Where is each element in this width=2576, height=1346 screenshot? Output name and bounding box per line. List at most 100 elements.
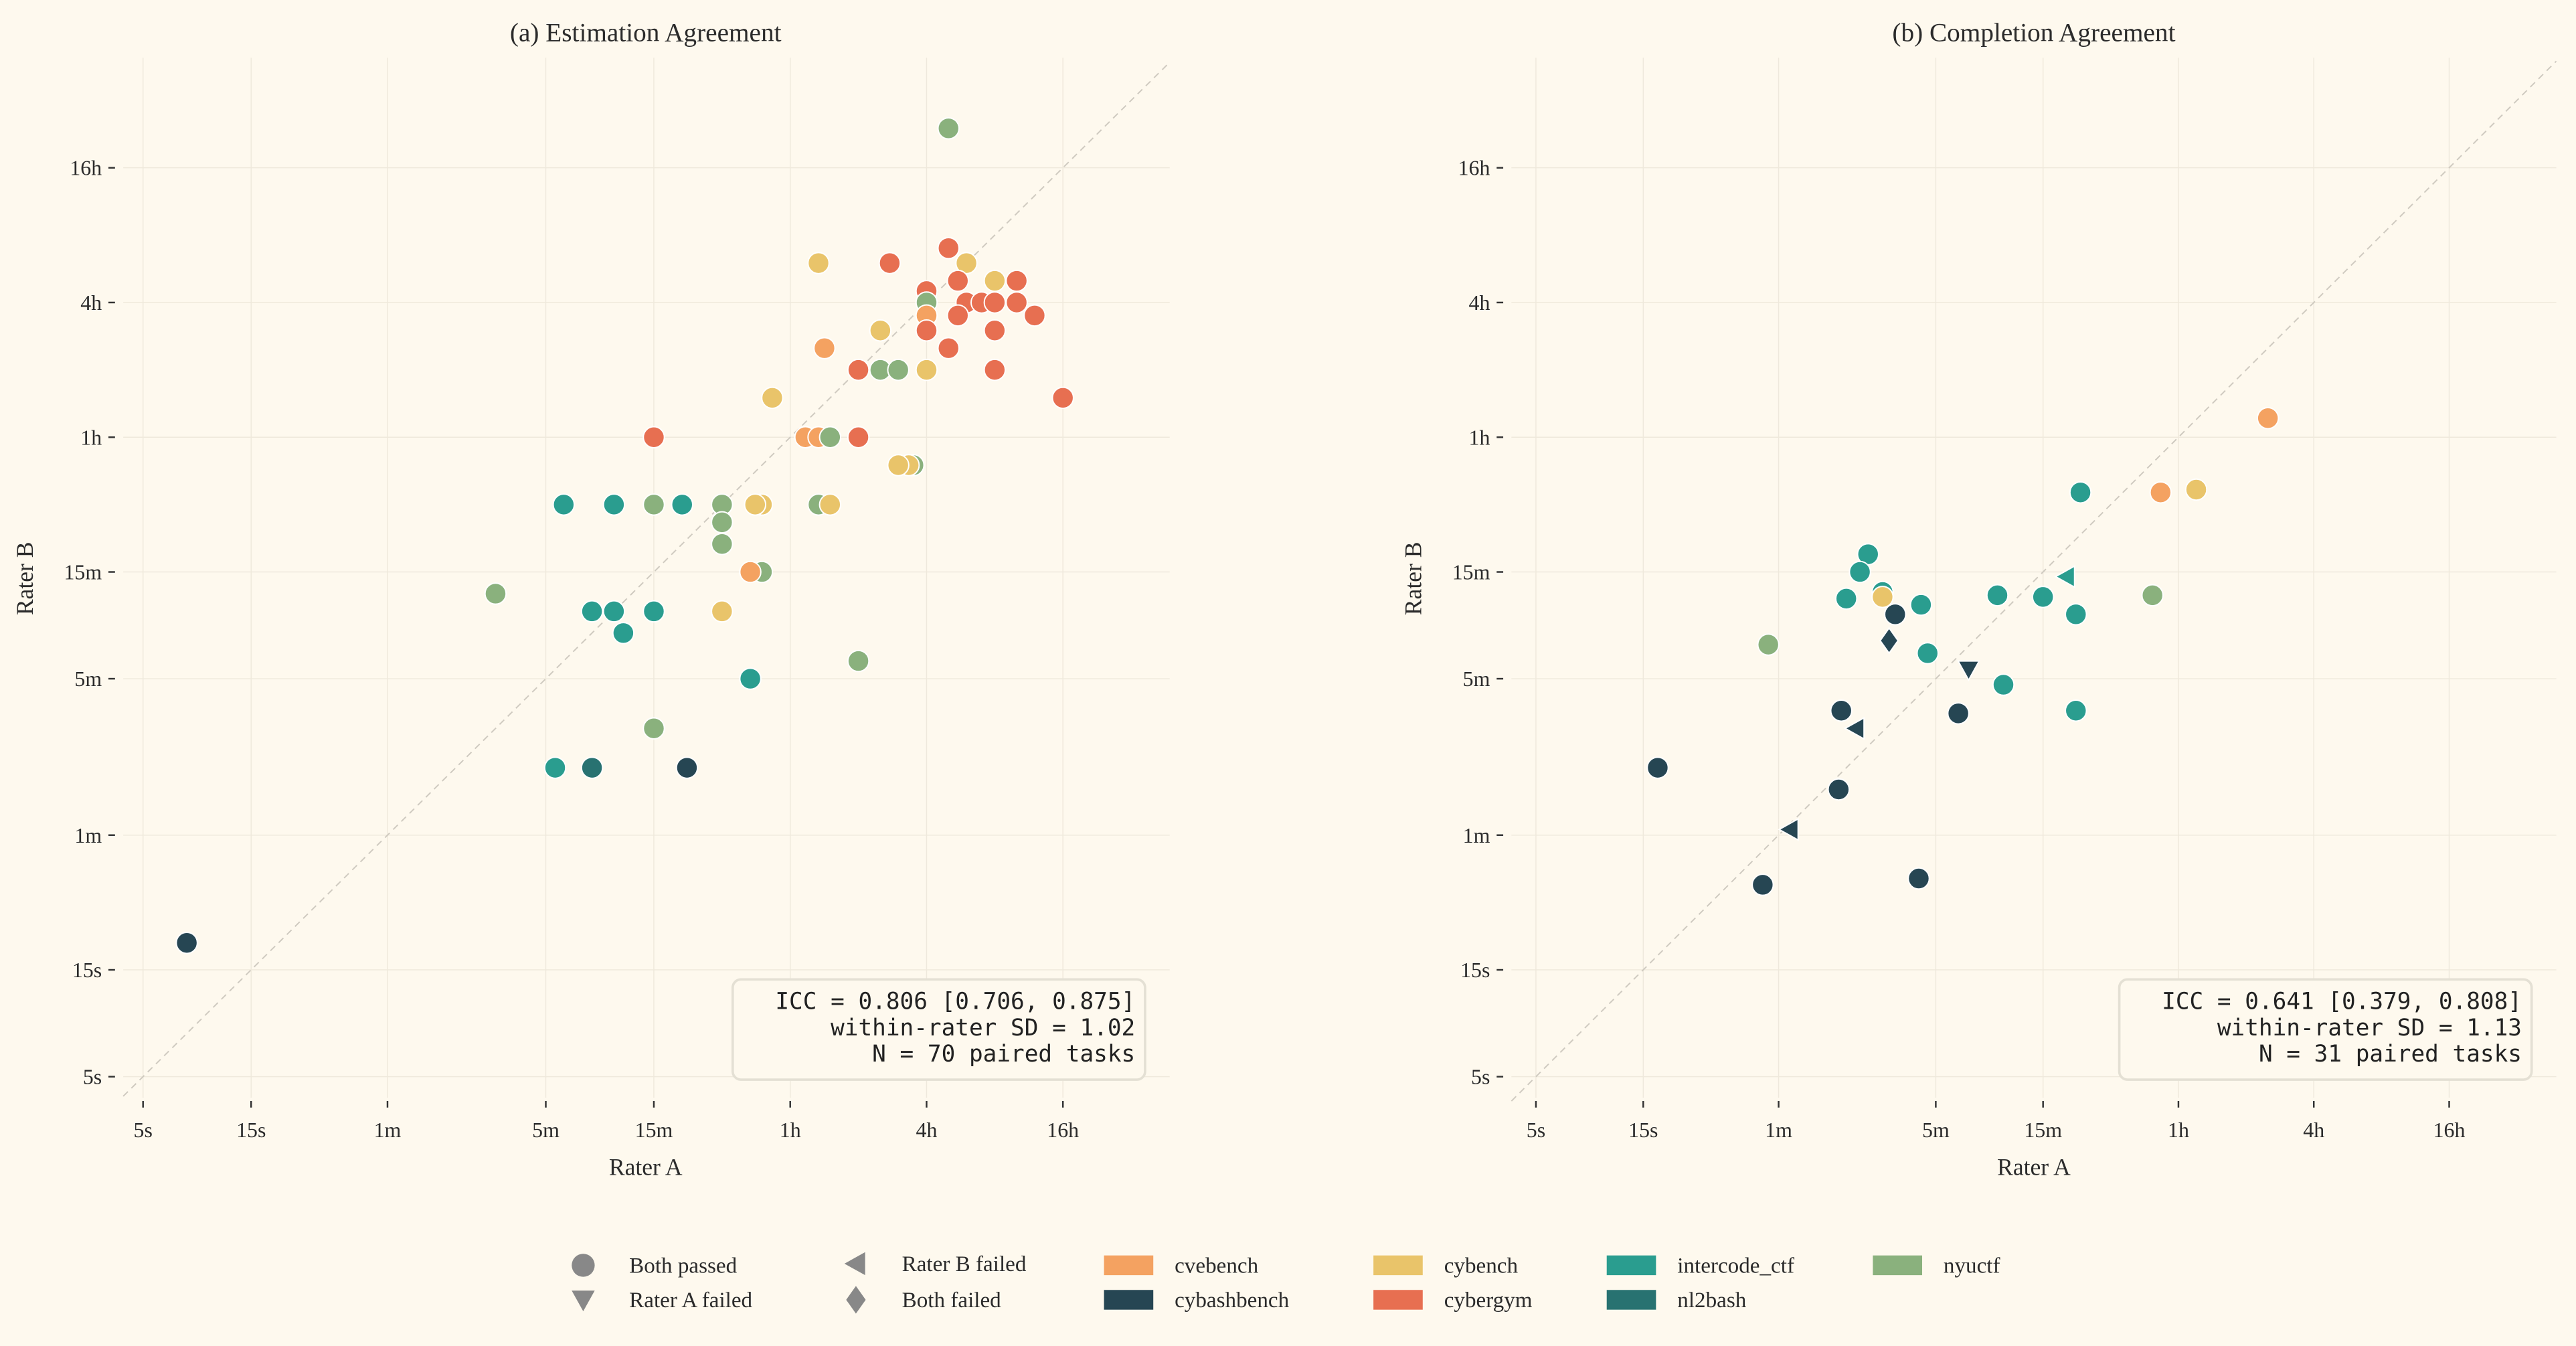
data-point-cybench xyxy=(761,386,784,410)
y-tick-label: 1h xyxy=(1469,426,1490,449)
identity-line xyxy=(1511,60,2557,1102)
y-tick-label: 15s xyxy=(1460,958,1490,982)
y-tick-label: 1m xyxy=(1463,824,1490,847)
data-point-intercode_ctf xyxy=(642,600,665,623)
data-point-nyuctf xyxy=(642,717,665,740)
y-tick-label: 5s xyxy=(1471,1066,1490,1089)
legend-marker-rater_b_failed-icon xyxy=(844,1252,865,1276)
data-point-nl2bash xyxy=(580,756,604,779)
x-tick-label: 15s xyxy=(236,1118,266,1142)
data-point-nyuctf xyxy=(887,358,910,382)
data-point-nyuctf xyxy=(711,533,734,556)
data-point-nyuctf xyxy=(937,117,960,140)
data-point-cybashbench xyxy=(1907,867,1930,890)
x-tick-label: 16h xyxy=(1047,1118,1079,1142)
data-point-cybergym xyxy=(1005,269,1028,292)
y-tick-label: 4h xyxy=(80,291,102,315)
x-tick-label: 4h xyxy=(916,1118,938,1142)
data-point-cybashbench xyxy=(1843,716,1865,740)
data-point-intercode_ctf xyxy=(1835,587,1858,610)
data-point-nyuctf xyxy=(847,649,870,673)
data-point-intercode_ctf xyxy=(739,667,762,690)
x-tick-label: 1m xyxy=(1765,1118,1792,1142)
data-point-nyuctf xyxy=(2141,584,2164,607)
data-point-intercode_ctf xyxy=(2065,603,2087,626)
panel-estimation-agreement: 5s 5s 15s 15s 1m 1m 5m 5m 15m 15m 1h 1h 4h 4h 16h 16h (a… xyxy=(11,19,1171,1180)
data-point-intercode_ctf xyxy=(671,493,693,516)
data-point-cybashbench xyxy=(1830,699,1853,722)
data-point-intercode_ctf xyxy=(543,756,567,779)
data-point-intercode_ctf xyxy=(1986,584,2009,607)
legend-swatch-nl2bash xyxy=(1606,1290,1656,1310)
legend-swatch-cvebench xyxy=(1104,1255,1154,1276)
data-point-cybashbench xyxy=(175,932,198,954)
data-point-cybergym xyxy=(915,319,938,342)
data-point-nyuctf xyxy=(484,582,507,605)
stats-annotation-box xyxy=(731,978,1146,1081)
y-axis-label: Rater B xyxy=(11,542,38,616)
stats-annotation-line: ICC = 0.806 [0.706, 0.875] xyxy=(775,988,1135,1015)
stats-annotation-line: N = 31 paired tasks xyxy=(2259,1041,2522,1068)
data-point-intercode_ctf xyxy=(2065,699,2087,722)
data-point-cvebench xyxy=(2149,481,2172,504)
data-point-cybench xyxy=(2184,478,2208,501)
data-point-cybench xyxy=(1871,586,1894,608)
y-tick-label: 15s xyxy=(72,958,102,982)
x-tick-label: 16h xyxy=(2433,1118,2466,1142)
data-point-cybergym xyxy=(937,237,960,260)
data-point-intercode_ctf xyxy=(2031,586,2055,608)
data-point-cybench xyxy=(819,493,842,516)
stats-annotation-box xyxy=(2118,978,2533,1081)
stats-annotation-line: N = 70 paired tasks xyxy=(872,1041,1135,1068)
data-point-cybergym xyxy=(642,426,665,448)
y-tick-label: 15m xyxy=(64,561,102,584)
data-point-cybench xyxy=(955,252,978,274)
y-tick-label: 4h xyxy=(1469,291,1490,315)
legend-swatch-nyuctf xyxy=(1873,1255,1923,1276)
data-point-cybergym xyxy=(1023,304,1046,327)
x-tick-label: 1h xyxy=(780,1118,801,1142)
data-point-nyuctf xyxy=(642,493,665,516)
data-point-cybergym xyxy=(937,337,960,359)
data-point-cybergym xyxy=(1051,386,1074,410)
data-point-cybergym xyxy=(983,319,1007,342)
data-point-cybergym xyxy=(878,252,901,274)
x-tick-label: 1m xyxy=(374,1118,402,1142)
x-tick-label: 5s xyxy=(1527,1118,1545,1142)
y-tick-label: 15m xyxy=(1452,561,1490,584)
legend-label: nyuctf xyxy=(1944,1253,2001,1278)
data-point-cybergym xyxy=(847,426,870,448)
x-tick-label: 15s xyxy=(1628,1118,1658,1142)
data-point-cybergym xyxy=(946,269,969,292)
data-point-cybashbench xyxy=(1879,626,1899,655)
legend: Both passed Rater A failed Rater B failed B… xyxy=(572,1252,2001,1314)
data-point-cvebench xyxy=(813,337,836,359)
identity-line xyxy=(122,62,1171,1097)
data-point-nyuctf xyxy=(711,511,734,534)
data-point-nyuctf xyxy=(819,426,842,448)
x-tick-label: 5m xyxy=(1922,1118,1950,1142)
data-point-cybench xyxy=(807,252,830,274)
legend-label: Rater B failed xyxy=(902,1252,1027,1276)
y-tick-label: 5s xyxy=(83,1066,102,1089)
legend-label: Both passed xyxy=(629,1253,737,1278)
legend-label: Both failed xyxy=(902,1288,1002,1313)
x-tick-label: 15m xyxy=(2024,1118,2062,1142)
y-tick-label: 5m xyxy=(74,667,102,691)
data-point-cybergym xyxy=(946,304,969,327)
legend-label: cvebench xyxy=(1175,1253,1258,1278)
legend-swatch-intercode_ctf xyxy=(1606,1255,1656,1276)
data-point-cybashbench xyxy=(1827,778,1851,801)
legend-label: cybashbench xyxy=(1175,1288,1290,1313)
data-point-cybench xyxy=(744,493,766,516)
legend-swatch-cybench xyxy=(1373,1255,1423,1276)
y-tick-label: 5m xyxy=(1463,667,1490,691)
data-point-intercode_ctf xyxy=(602,600,626,623)
legend-label: cybench xyxy=(1444,1253,1519,1278)
x-axis-label: Rater A xyxy=(1997,1153,2071,1180)
panel-title: (a) Estimation Agreement xyxy=(510,19,782,48)
x-tick-label: 1h xyxy=(2168,1118,2189,1142)
data-point-cybench xyxy=(983,269,1007,292)
x-tick-label: 4h xyxy=(2303,1118,2324,1142)
